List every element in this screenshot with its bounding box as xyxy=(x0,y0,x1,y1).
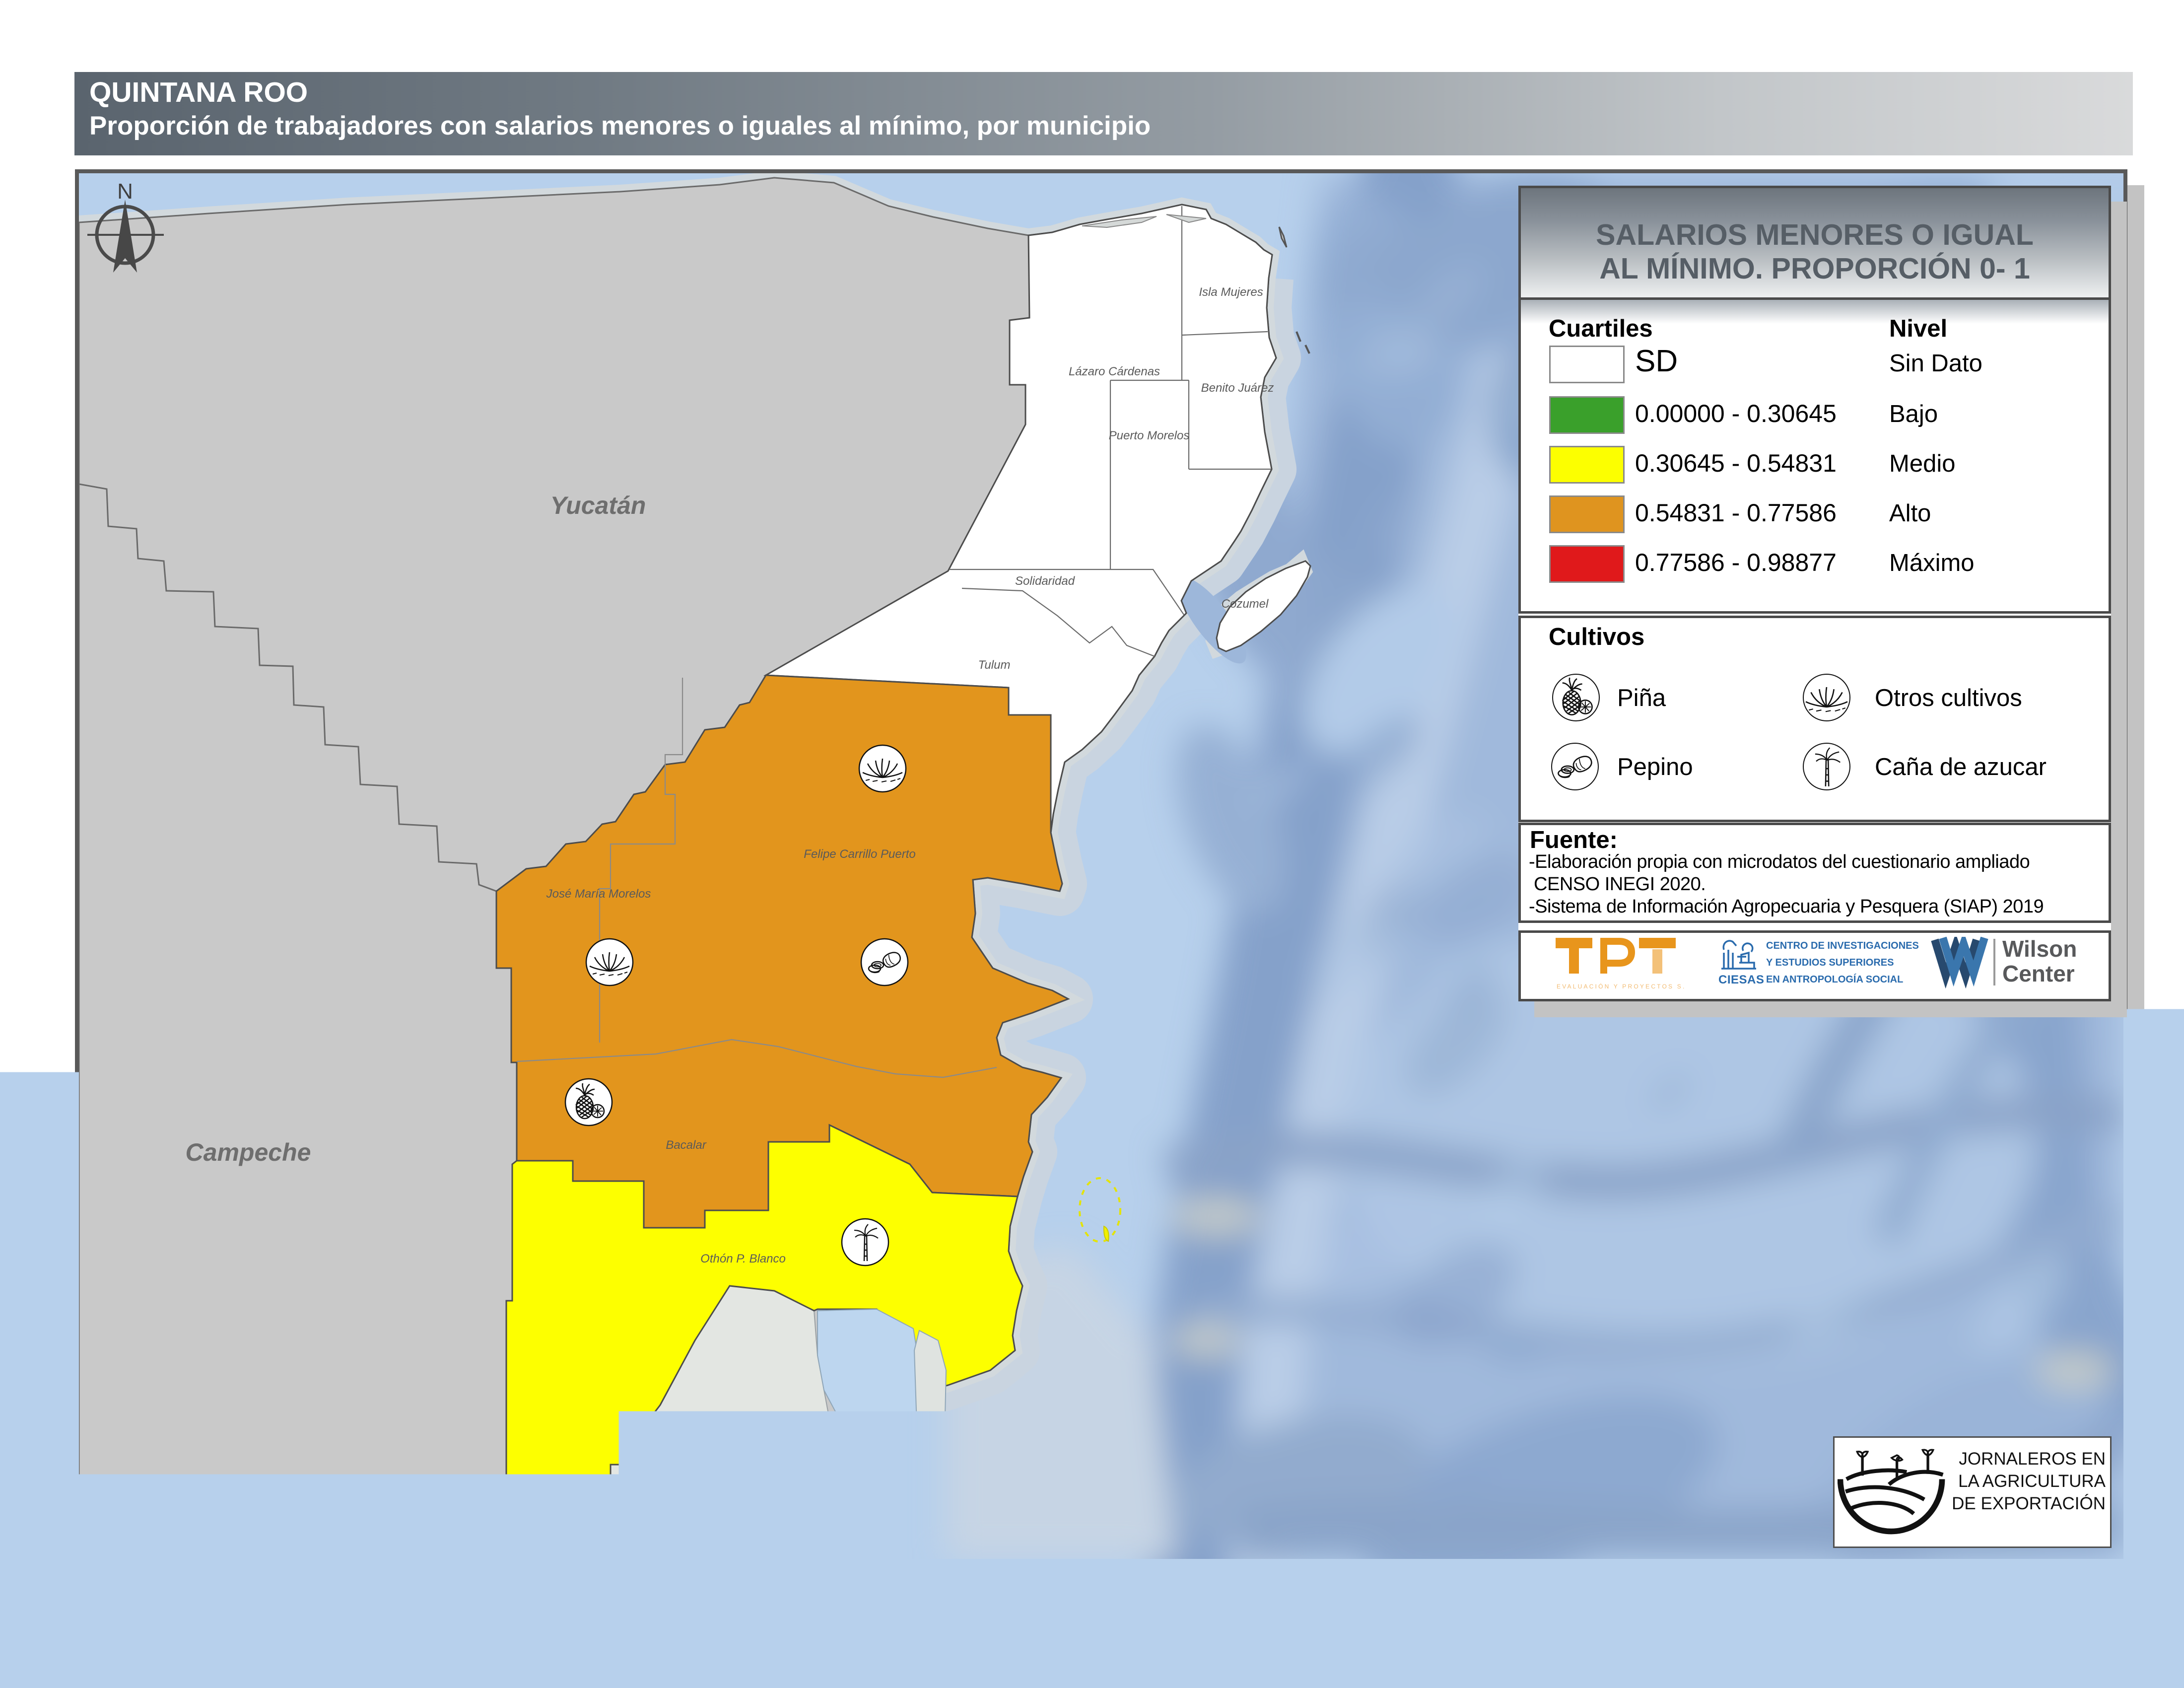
svg-text:CIESAS: CIESAS xyxy=(1718,973,1764,986)
svg-text:Solidaridad: Solidaridad xyxy=(1015,574,1075,588)
svg-text:Benito Juárez: Benito Juárez xyxy=(1201,381,1274,395)
svg-text:Felipe Carrillo Puerto: Felipe Carrillo Puerto xyxy=(804,847,915,861)
svg-text:Puerto Morelos: Puerto Morelos xyxy=(1109,429,1190,442)
svg-text:N: N xyxy=(117,179,133,204)
svg-text:Cozumel: Cozumel xyxy=(1222,597,1269,611)
svg-text:CENTRO DE INVESTIGACIONES: CENTRO DE INVESTIGACIONES xyxy=(1766,940,1919,951)
svg-text:Lázaro Cárdenas: Lázaro Cárdenas xyxy=(1069,365,1160,378)
svg-text:Wilson: Wilson xyxy=(2002,937,2077,962)
svg-text:Center: Center xyxy=(2002,961,2075,986)
svg-text:José María Morelos: José María Morelos xyxy=(546,887,651,901)
svg-text:Othón P. Blanco: Othón P. Blanco xyxy=(700,1252,786,1266)
svg-text:Tulum: Tulum xyxy=(978,658,1011,672)
svg-text:100: 100 xyxy=(368,1531,408,1557)
svg-text:EVALUACIÓN Y PROYECTOS S.C.: EVALUACIÓN Y PROYECTOS S.C. xyxy=(1557,983,1685,990)
svg-text:EN ANTROPOLOGÍA SOCIAL: EN ANTROPOLOGÍA SOCIAL xyxy=(1766,974,1903,985)
svg-text:Campeche: Campeche xyxy=(186,1138,311,1166)
svg-text:50: 50 xyxy=(229,1531,255,1557)
svg-text:0: 0 xyxy=(89,1531,103,1557)
svg-text:Yucatán: Yucatán xyxy=(550,492,646,519)
svg-text:Isla Mujeres: Isla Mujeres xyxy=(1199,285,1263,299)
svg-text:Bacalar: Bacalar xyxy=(666,1138,706,1152)
svg-text:25: 25 xyxy=(155,1531,181,1557)
svg-text:Y ESTUDIOS SUPERIORES: Y ESTUDIOS SUPERIORES xyxy=(1766,957,1894,968)
svg-text:Km: Km xyxy=(397,1489,434,1517)
